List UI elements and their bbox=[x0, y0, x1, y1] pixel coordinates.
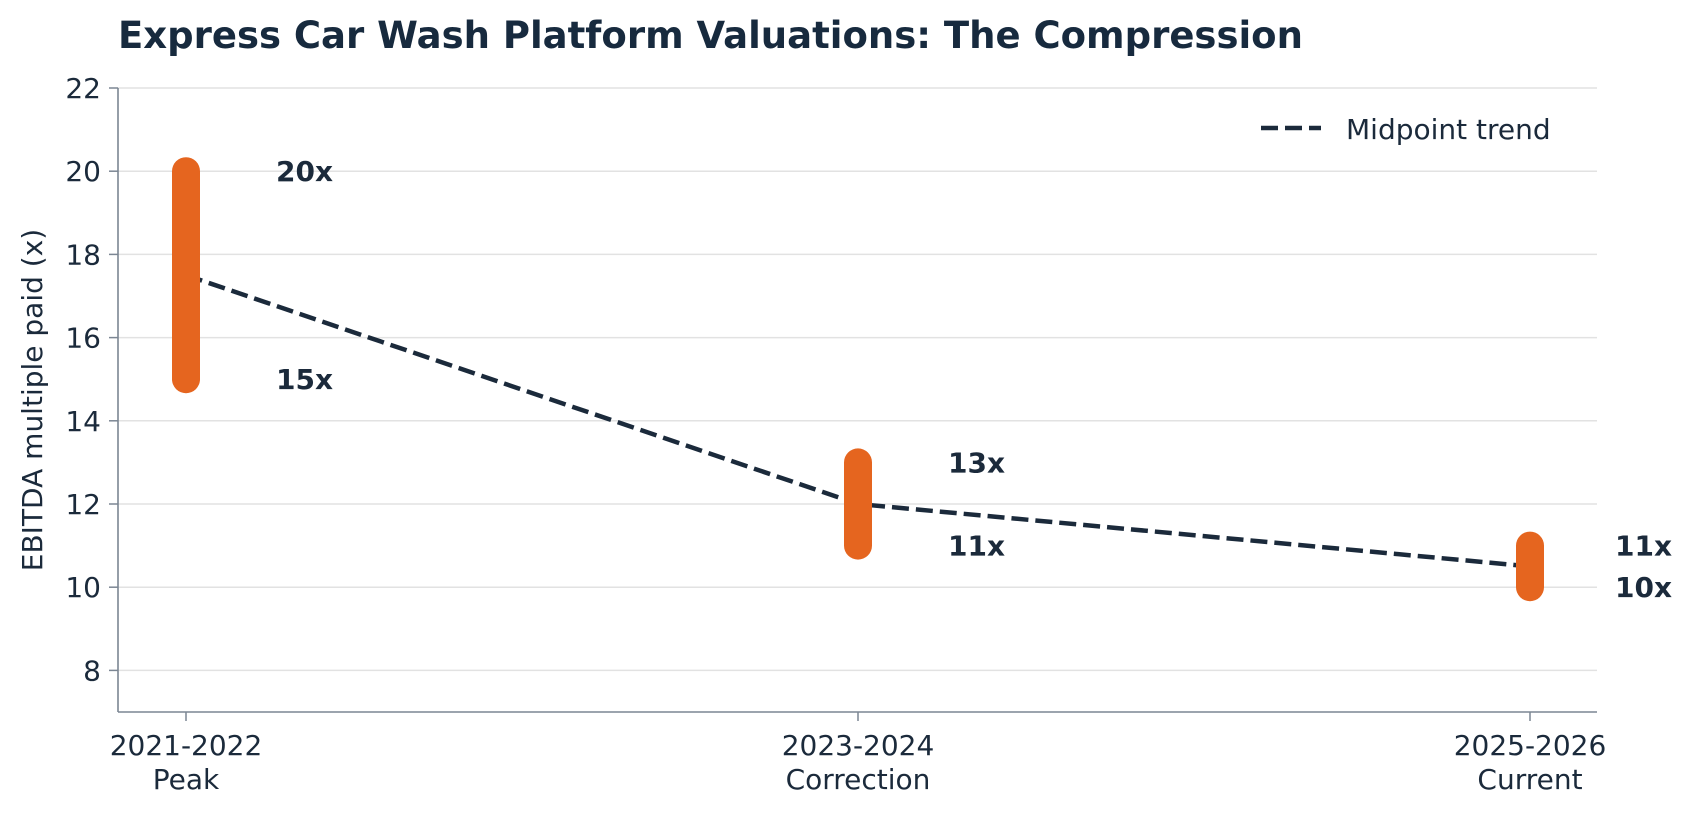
y-tick-label: 22 bbox=[65, 72, 101, 105]
y-ticks: 8 10 12 14 16 18 20 22 bbox=[65, 72, 118, 687]
range-labels: 20x 15x 13x 11x 11x 10x bbox=[276, 155, 1672, 604]
y-tick-label: 20 bbox=[65, 155, 101, 188]
y-tick-label: 16 bbox=[65, 322, 101, 355]
range-low-label: 10x bbox=[1615, 571, 1672, 604]
x-tick-label: 2023-2024 bbox=[782, 729, 935, 762]
x-tick-sublabel: Current bbox=[1477, 763, 1582, 796]
x-tick-sublabel: Peak bbox=[153, 763, 220, 796]
x-tick-sublabel: Correction bbox=[786, 763, 931, 796]
x-tick-label: 2025-2026 bbox=[1454, 729, 1607, 762]
chart-title: Express Car Wash Platform Valuations: Th… bbox=[118, 14, 1303, 57]
y-tick-label: 18 bbox=[65, 238, 101, 271]
x-tick-label: 2021-2022 bbox=[110, 729, 263, 762]
range-high-label: 11x bbox=[1615, 530, 1672, 563]
axes bbox=[117, 88, 1597, 713]
y-axis-label: EBITDA multiple paid (x) bbox=[16, 229, 49, 571]
legend: Midpoint trend bbox=[1261, 113, 1551, 146]
range-high-label: 13x bbox=[948, 446, 1005, 479]
range-low-label: 15x bbox=[276, 363, 333, 396]
range-high-label: 20x bbox=[276, 155, 333, 188]
range-bars bbox=[172, 157, 1544, 602]
y-tick-label: 10 bbox=[65, 571, 101, 604]
y-tick-label: 12 bbox=[65, 488, 101, 521]
legend-label-midpoint-trend: Midpoint trend bbox=[1346, 113, 1551, 146]
y-tick-label: 14 bbox=[65, 405, 101, 438]
range-low-label: 11x bbox=[948, 530, 1005, 563]
y-tick-label: 8 bbox=[83, 654, 101, 687]
gridlines bbox=[118, 87, 1597, 672]
